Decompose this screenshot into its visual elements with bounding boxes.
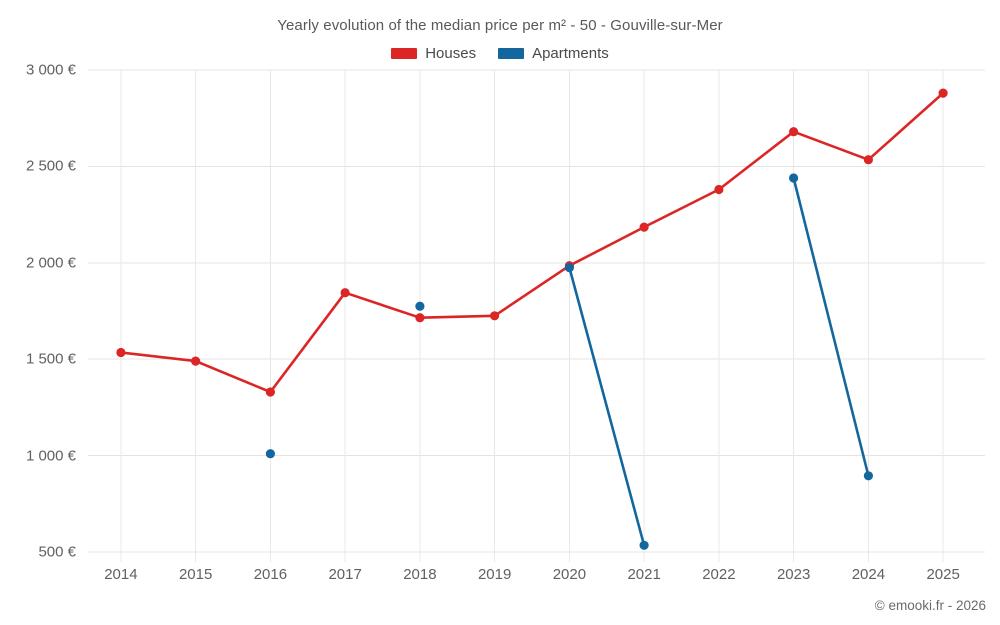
x-axis-tick-2025: 2025 bbox=[926, 566, 960, 583]
x-axis-tick-2021: 2021 bbox=[627, 566, 661, 583]
y-axis-tick-2000: 2 000 € bbox=[25, 254, 76, 272]
data-point[interactable] bbox=[639, 540, 649, 550]
x-axis-tick-2024: 2024 bbox=[851, 566, 886, 583]
y-axis-tick-2500: 2 500 € bbox=[25, 157, 76, 175]
x-axis-tick-2017: 2017 bbox=[328, 566, 362, 583]
legend-item-apartments[interactable]: Apartments bbox=[498, 45, 609, 62]
x-axis-tick-2018: 2018 bbox=[403, 566, 437, 583]
x-axis-tick-2019: 2019 bbox=[477, 566, 512, 583]
data-point[interactable] bbox=[415, 313, 425, 323]
series-points bbox=[116, 88, 948, 550]
data-point[interactable] bbox=[265, 387, 275, 397]
x-gridlines bbox=[120, 70, 944, 562]
legend-label-apartments: Apartments bbox=[532, 45, 609, 62]
data-point[interactable] bbox=[714, 184, 724, 195]
data-point[interactable] bbox=[415, 301, 425, 311]
chart-legend: Houses Apartments bbox=[0, 45, 1000, 62]
legend-item-houses[interactable]: Houses bbox=[391, 45, 476, 62]
data-point[interactable] bbox=[265, 449, 275, 459]
chart-title: Yearly evolution of the median price per… bbox=[277, 17, 723, 34]
copyright-credit: © emooki.fr - 2026 bbox=[874, 598, 986, 613]
legend-swatch-apartments-icon bbox=[498, 48, 525, 59]
x-axis-tick-2022: 2022 bbox=[702, 566, 736, 583]
x-axis-tick-2014: 2014 bbox=[104, 566, 138, 583]
y-axis-tick-1500: 1 500 € bbox=[25, 350, 76, 368]
y-gridlines bbox=[88, 69, 985, 553]
legend-swatch-houses-icon bbox=[391, 48, 418, 59]
data-point[interactable] bbox=[789, 173, 799, 183]
data-point[interactable] bbox=[863, 471, 874, 481]
data-point[interactable] bbox=[490, 311, 500, 321]
data-point[interactable] bbox=[191, 356, 201, 366]
data-point[interactable] bbox=[340, 288, 350, 298]
x-axis-tick-2015: 2015 bbox=[178, 566, 213, 583]
data-point[interactable] bbox=[938, 88, 948, 98]
data-point[interactable] bbox=[116, 347, 126, 358]
data-point[interactable] bbox=[789, 127, 799, 137]
y-axis-tick-1000: 1 000 € bbox=[25, 447, 76, 465]
series-lines bbox=[119, 91, 945, 547]
y-axis-tick-3000: 3 000 € bbox=[25, 61, 76, 79]
data-point[interactable] bbox=[564, 263, 575, 273]
legend-label-houses: Houses bbox=[425, 45, 477, 62]
x-axis-tick-2020: 2020 bbox=[552, 566, 587, 583]
x-axis-tick-2016: 2016 bbox=[253, 566, 288, 583]
data-point[interactable] bbox=[639, 222, 649, 232]
x-axis-tick-2023: 2023 bbox=[776, 566, 811, 583]
y-axis-tick-500: 500 € bbox=[38, 543, 76, 561]
data-point[interactable] bbox=[863, 155, 874, 165]
